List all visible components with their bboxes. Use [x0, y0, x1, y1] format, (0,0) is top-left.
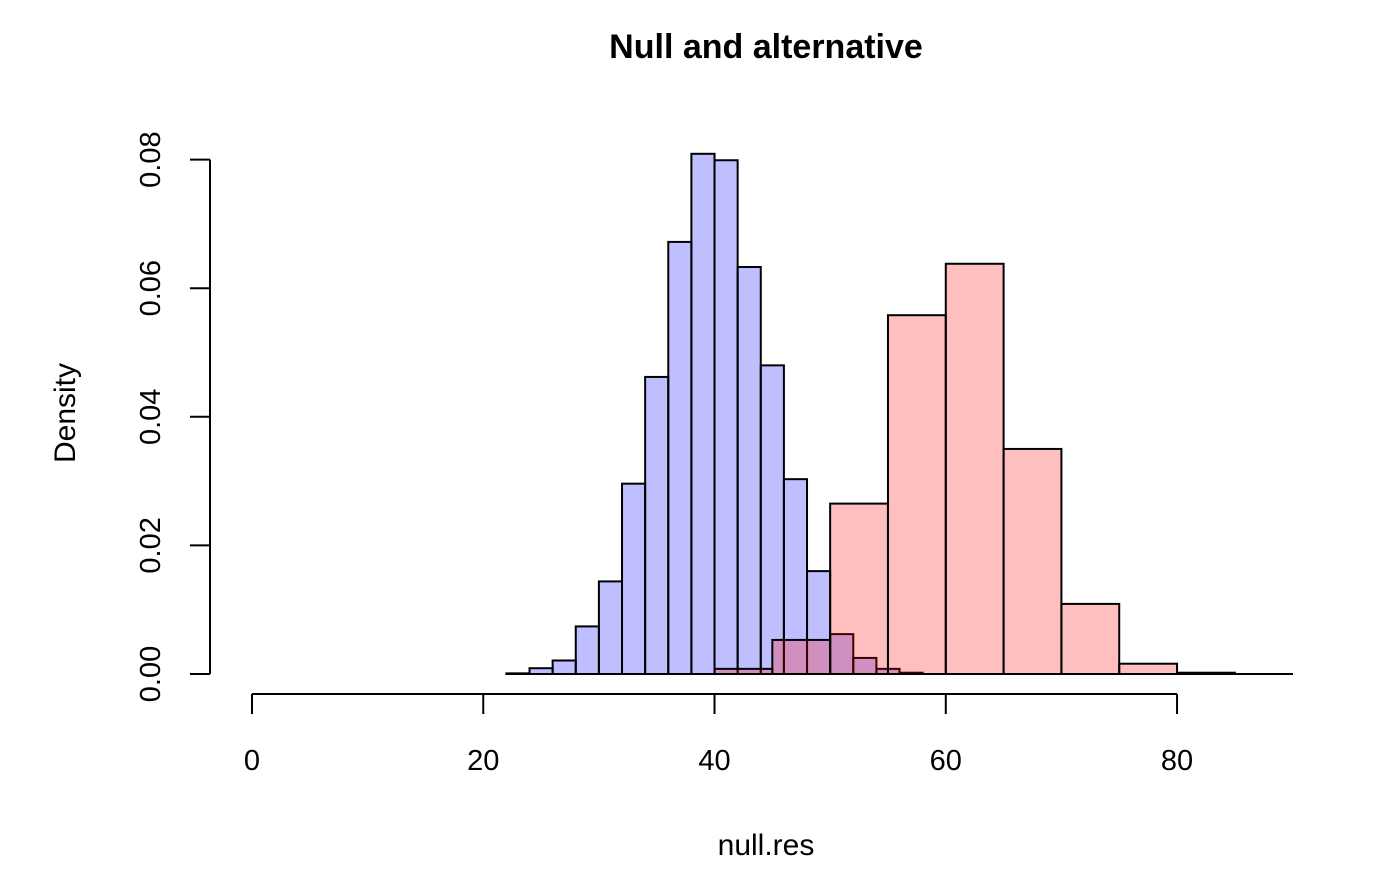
x-tick-label: 40 [698, 745, 730, 777]
null-bar [574, 625, 600, 676]
alternative-distribution-bars [713, 262, 1236, 676]
alt-bar [829, 502, 889, 676]
y-tick-label: 0.06 [135, 260, 167, 316]
y-axis-label: Density [49, 363, 82, 463]
chart-title: Null and alternative [609, 28, 923, 66]
x-tick-label: 0 [244, 745, 260, 777]
null-distribution-bars [505, 152, 924, 676]
alt-bar [1002, 447, 1063, 676]
x-axis-label: null.res [718, 829, 815, 862]
alt-bar [886, 314, 947, 675]
y-tick-label: 0.04 [135, 389, 167, 445]
null-bar [551, 659, 577, 676]
alt-bar [771, 638, 832, 676]
alt-bar [944, 262, 1005, 675]
y-tick-label: 0.00 [135, 646, 167, 702]
x-axis: 0 20 40 60 80 [244, 693, 1193, 777]
x-tick-label: 20 [467, 745, 499, 777]
null-bar [759, 364, 785, 675]
null-bar [690, 152, 716, 676]
null-bar [597, 580, 624, 676]
null-bar [621, 482, 647, 675]
null-bar [644, 375, 670, 675]
x-tick-label: 80 [1161, 745, 1193, 777]
null-bar [713, 159, 739, 676]
alt-bar [1060, 602, 1121, 676]
null-bar [736, 265, 762, 675]
y-axis: 0.00 0.02 0.04 0.06 0.08 [135, 131, 211, 702]
alt-bar [1118, 662, 1179, 675]
y-tick-label: 0.08 [135, 131, 167, 187]
y-tick-label: 0.02 [135, 517, 167, 573]
x-tick-label: 60 [930, 745, 962, 777]
null-bar [667, 240, 693, 676]
